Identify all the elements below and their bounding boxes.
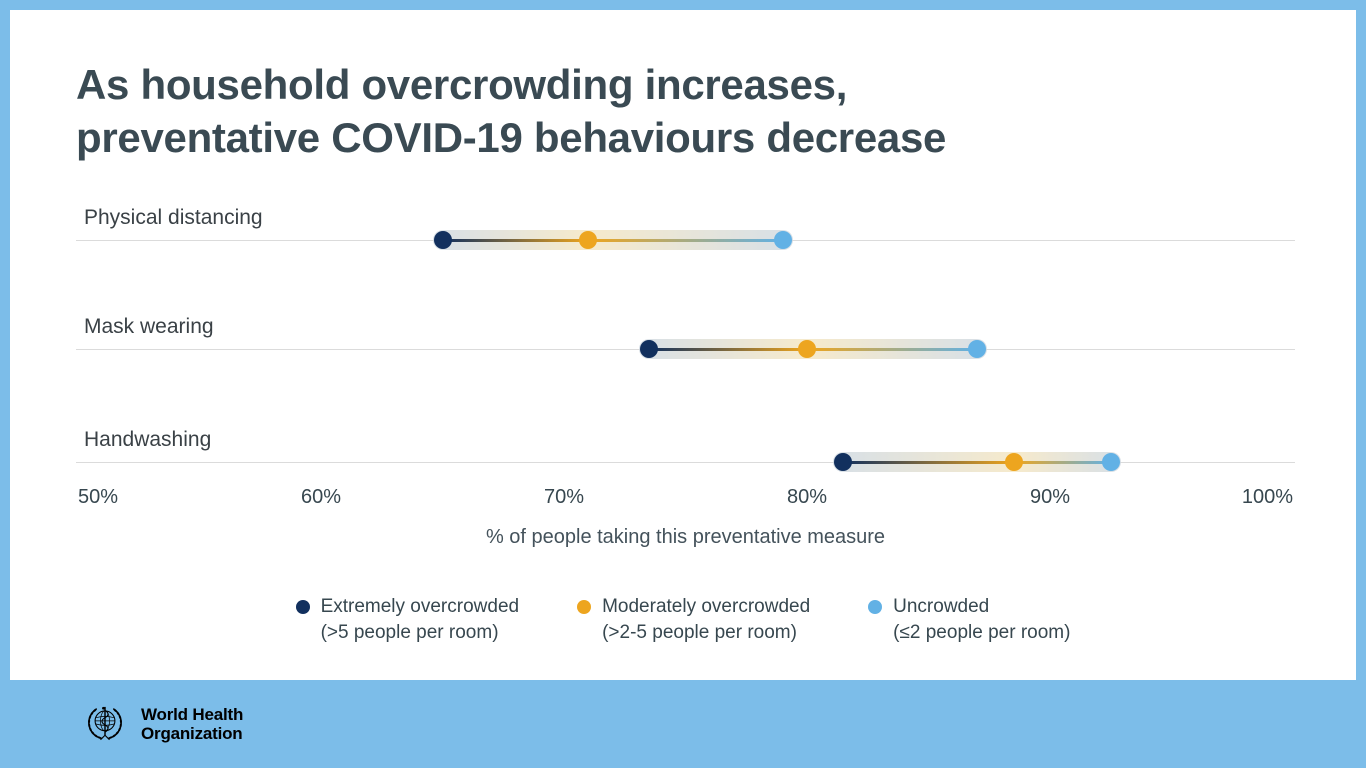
who-wordmark-line-1: World Health (141, 705, 244, 724)
x-tick-label: 80% (786, 486, 828, 508)
legend-dot-icon (295, 600, 310, 614)
legend-item: Extremely overcrowded (>5 people per room… (295, 594, 520, 646)
footer-band: World Health Organization (0, 680, 1366, 768)
legend-label: Extremely overcrowded (320, 596, 520, 617)
connector-moderately-to-uncrowded (807, 347, 978, 351)
x-tick-label: 70% (543, 486, 585, 508)
legend-label: Uncrowded (893, 596, 990, 617)
dot-uncrowded (968, 340, 987, 358)
legend-item: Uncrowded (≤2 people per room) (868, 594, 1070, 646)
page-title: As household overcrowding increases, pre… (76, 58, 946, 164)
legend-label: Moderately overcrowded (602, 596, 811, 617)
chart-card: As household overcrowding increases, pre… (10, 10, 1356, 680)
dumbbell-chart: Physical distancing Mask wearing Handwashi… (76, 198, 1295, 528)
legend-sublabel: (>2-5 people per room) (602, 622, 797, 643)
connector-extremely-to-moderately (649, 347, 807, 351)
title-line-1: As household overcrowding increases, (76, 61, 848, 108)
legend-dot-icon (868, 600, 883, 614)
dot-moderately-overcrowded (1004, 453, 1023, 471)
dot-extremely-overcrowded (433, 231, 452, 249)
row-gridline (76, 462, 1295, 463)
who-wordmark: World Health Organization (141, 705, 243, 743)
legend: Extremely overcrowded (>5 people per room… (10, 594, 1356, 646)
connector-moderately-to-uncrowded (1013, 460, 1111, 464)
legend-sublabel: (>5 people per room) (320, 622, 499, 643)
row-label: Handwashing (84, 428, 212, 451)
connector-extremely-to-moderately (442, 238, 589, 242)
who-emblem-icon (88, 706, 122, 741)
legend-item: Moderately overcrowded (>2-5 people per r… (577, 594, 810, 646)
row-label: Physical distancing (84, 206, 263, 229)
legend-text: Extremely overcrowded (>5 people per room… (321, 594, 520, 646)
dot-extremely-overcrowded (834, 453, 853, 471)
legend-text: Uncrowded (≤2 people per room) (893, 594, 1070, 646)
x-tick-label: 50% (78, 486, 119, 508)
dot-uncrowded (773, 231, 792, 249)
title-line-2: preventative COVID-19 behaviours decreas… (76, 114, 947, 161)
dot-moderately-overcrowded (579, 231, 598, 249)
dot-extremely-overcrowded (640, 340, 659, 358)
connector-moderately-to-uncrowded (588, 238, 783, 242)
dot-moderately-overcrowded (798, 340, 816, 358)
legend-sublabel: (≤2 people per room) (893, 622, 1071, 643)
row-label: Mask wearing (84, 315, 214, 338)
x-axis-label: % of people taking this preventative mea… (485, 526, 886, 548)
legend-dot-icon (577, 600, 592, 614)
connector-extremely-to-moderately (843, 460, 1014, 464)
x-tick-label: 90% (1029, 486, 1071, 508)
legend-text: Moderately overcrowded (>2-5 people per r… (602, 594, 810, 646)
who-logo: World Health Organization (78, 699, 243, 749)
x-tick-label: 100% (1241, 486, 1293, 508)
x-tick-label: 60% (300, 486, 342, 508)
who-wordmark-line-2: Organization (141, 724, 243, 743)
dot-uncrowded (1101, 453, 1120, 471)
